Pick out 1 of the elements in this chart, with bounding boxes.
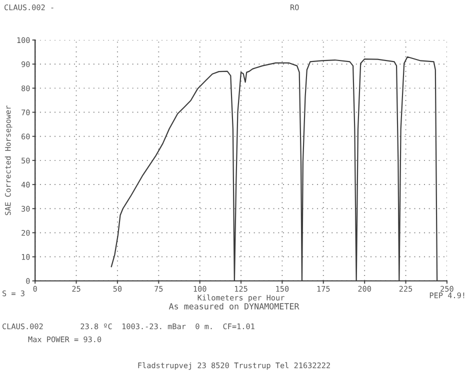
text: As measured on DYNAMOMETER: [168, 302, 300, 310]
